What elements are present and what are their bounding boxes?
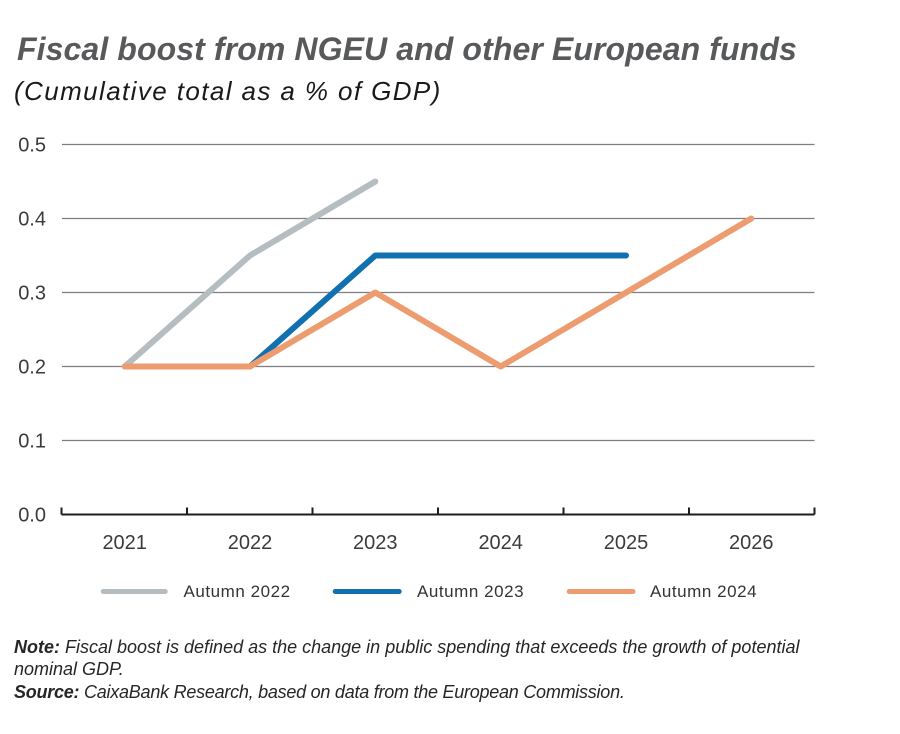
svg-text:2024: 2024	[478, 532, 523, 554]
svg-text:0.1: 0.1	[18, 431, 46, 453]
svg-text:2022: 2022	[228, 532, 273, 554]
svg-text:0.3: 0.3	[18, 283, 46, 305]
svg-text:0.5: 0.5	[18, 135, 46, 157]
svg-text:2023: 2023	[353, 532, 398, 554]
svg-text:2026: 2026	[729, 532, 774, 554]
svg-text:0.4: 0.4	[18, 209, 46, 231]
svg-text:0.0: 0.0	[18, 505, 46, 527]
svg-text:Autumn 2022: Autumn 2022	[184, 582, 291, 601]
svg-text:Autumn 2023: Autumn 2023	[417, 582, 524, 601]
svg-text:2021: 2021	[102, 532, 147, 554]
svg-text:Autumn 2024: Autumn 2024	[650, 582, 757, 601]
svg-text:2025: 2025	[604, 532, 649, 554]
svg-text:0.2: 0.2	[18, 357, 46, 379]
